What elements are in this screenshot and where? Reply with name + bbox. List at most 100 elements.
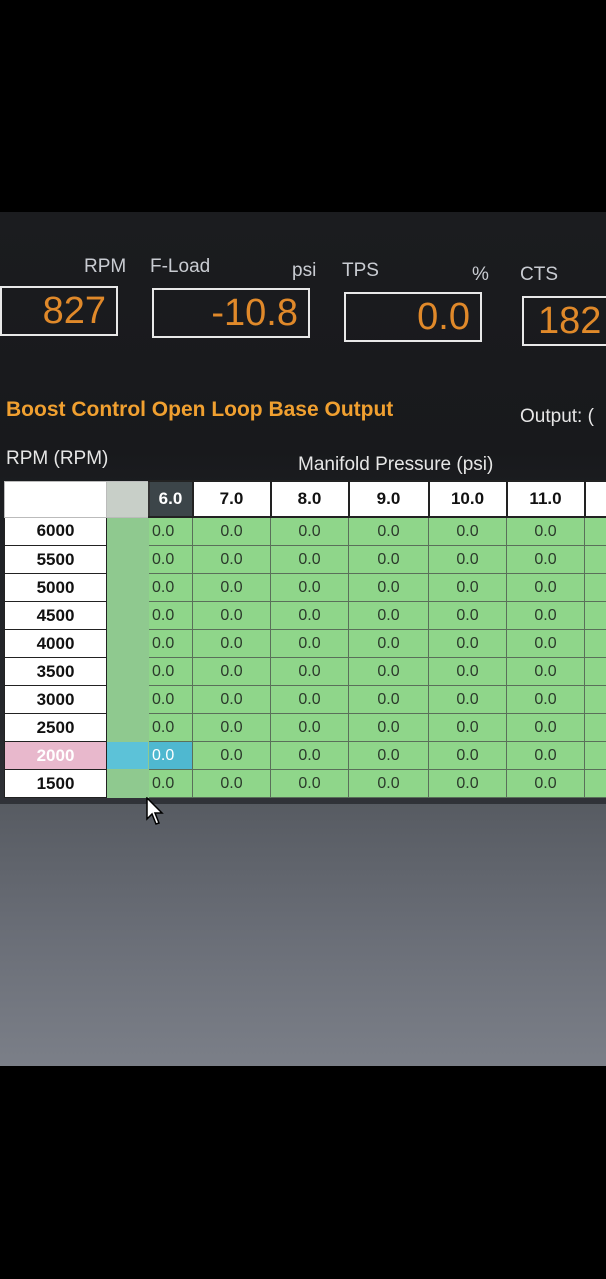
output-label: Output: (: [520, 406, 594, 427]
rpm-row-header[interactable]: 2500: [4, 713, 107, 742]
rpm-row-header[interactable]: 5500: [4, 545, 107, 574]
table-cell[interactable]: 0.0: [348, 769, 429, 798]
manifold-pressure-axis-label: Manifold Pressure (psi): [298, 454, 494, 475]
table-cell[interactable]: 0.0: [348, 629, 429, 658]
rpm-row-header[interactable]: 1500: [4, 769, 107, 798]
rpm-row-header[interactable]: 4500: [4, 601, 107, 630]
table-row: 4500 0.0 0.0 0.0 0.0 0.0 0.0: [4, 601, 606, 630]
col-header[interactable]: 10.0: [427, 480, 508, 518]
rpm-row-header[interactable]: 3500: [4, 657, 107, 686]
table-cell[interactable]: 0.0: [348, 545, 429, 574]
table-cell[interactable]: 0.0: [148, 601, 193, 630]
table-cell[interactable]: 0.0: [348, 573, 429, 602]
table-cell[interactable]: 0.0: [148, 629, 193, 658]
table-cell[interactable]: 0.0: [428, 573, 507, 602]
table-cell[interactable]: 0.0: [192, 629, 271, 658]
table-cell[interactable]: 0.0: [348, 741, 429, 770]
table-gutter-header: [106, 480, 149, 518]
table-cell[interactable]: 0.0: [270, 573, 349, 602]
table-cell[interactable]: 0.0: [270, 713, 349, 742]
cts-gauge: 182: [522, 296, 606, 346]
col-header[interactable]: 11.0: [505, 480, 586, 518]
table-cell[interactable]: 0.0: [270, 545, 349, 574]
table-cell-overflow: [584, 629, 606, 658]
table-cell[interactable]: 0.0: [428, 741, 507, 770]
table-cell[interactable]: 0.0: [428, 713, 507, 742]
table-cell[interactable]: 0.0: [148, 573, 193, 602]
row-gutter: [106, 769, 149, 798]
rpm-row-header[interactable]: 3000: [4, 685, 107, 714]
table-cell[interactable]: 0.0: [348, 713, 429, 742]
table-cell[interactable]: 0.0: [270, 629, 349, 658]
table-cell[interactable]: 0.0: [348, 657, 429, 686]
table-cell-overflow: [584, 601, 606, 630]
cts-gauge-label: CTS: [520, 264, 558, 285]
table-cell[interactable]: 0.0: [506, 769, 585, 798]
table-cell[interactable]: 0.0: [506, 629, 585, 658]
col-header[interactable]: 6.0: [147, 480, 194, 518]
table-cell[interactable]: 0.0: [348, 685, 429, 714]
table-cell[interactable]: 0.0: [148, 545, 193, 574]
table-cell[interactable]: 0.0: [192, 601, 271, 630]
tps-gauge-label: TPS: [342, 260, 379, 281]
table-cell[interactable]: 0.0: [192, 573, 271, 602]
row-gutter: [106, 657, 149, 686]
table-cell[interactable]: 0.0: [192, 516, 271, 546]
col-header[interactable]: 7.0: [191, 480, 272, 518]
table-cell[interactable]: 0.0: [348, 516, 429, 546]
table-cell[interactable]: 0.0: [506, 741, 585, 770]
table-cell[interactable]: 0.0: [348, 601, 429, 630]
table-cell-overflow: [584, 713, 606, 742]
table-cell[interactable]: 0.0: [428, 657, 507, 686]
col-header[interactable]: 8.0: [269, 480, 350, 518]
table-cell[interactable]: 0.0: [428, 685, 507, 714]
table-cell[interactable]: 0.0: [428, 769, 507, 798]
table-cell[interactable]: 0.0: [148, 769, 193, 798]
table-cell[interactable]: 0.0: [428, 601, 507, 630]
rpm-row-header[interactable]: 2000: [4, 741, 107, 770]
rpm-row-header[interactable]: 5000: [4, 573, 107, 602]
rpm-row-header[interactable]: 6000: [4, 516, 107, 546]
table-row: 5000 0.0 0.0 0.0 0.0 0.0 0.0: [4, 573, 606, 602]
table-cell[interactable]: 0.0: [270, 741, 349, 770]
fload-gauge: -10.8: [152, 288, 310, 338]
table-cell[interactable]: 0.0: [192, 741, 271, 770]
table-cell[interactable]: 0.0: [148, 685, 193, 714]
table-cell[interactable]: 0.0: [192, 769, 271, 798]
table-cell[interactable]: 0.0: [506, 545, 585, 574]
table-cell[interactable]: 0.0: [148, 741, 193, 770]
table-cell[interactable]: 0.0: [428, 516, 507, 546]
table-cell[interactable]: 0.0: [270, 601, 349, 630]
table-cell[interactable]: 0.0: [270, 769, 349, 798]
table-cell[interactable]: 0.0: [148, 657, 193, 686]
table-cell[interactable]: 0.0: [428, 629, 507, 658]
table-cell[interactable]: 0.0: [428, 545, 507, 574]
table-cell[interactable]: 0.0: [506, 657, 585, 686]
table-cell[interactable]: 0.0: [506, 516, 585, 546]
table-cell[interactable]: 0.0: [270, 657, 349, 686]
tps-gauge-unit: %: [472, 264, 489, 285]
table-cell[interactable]: 0.0: [148, 713, 193, 742]
table-cell[interactable]: 0.0: [270, 516, 349, 546]
tuning-software-screen: RPM 827 F-Load psi -10.8 TPS % 0.0 CTS 1…: [0, 212, 606, 1066]
table-cell[interactable]: 0.0: [192, 685, 271, 714]
col-header[interactable]: 9.0: [347, 480, 430, 518]
table-cell[interactable]: 0.0: [506, 601, 585, 630]
col-header-overflow: [583, 480, 606, 518]
fload-gauge-label: F-Load: [150, 256, 211, 277]
row-gutter: [106, 629, 149, 658]
table-cell-overflow: [584, 573, 606, 602]
table-cell[interactable]: 0.0: [506, 573, 585, 602]
table-cell[interactable]: 0.0: [270, 685, 349, 714]
rpm-row-header[interactable]: 4000: [4, 629, 107, 658]
table-row: 2500 0.0 0.0 0.0 0.0 0.0 0.0: [4, 713, 606, 742]
table-cell-overflow: [584, 685, 606, 714]
table-cell[interactable]: 0.0: [148, 516, 193, 546]
table-cell[interactable]: 0.0: [192, 713, 271, 742]
table-cell[interactable]: 0.0: [192, 545, 271, 574]
table-cell[interactable]: 0.0: [506, 713, 585, 742]
table-cell[interactable]: 0.0: [192, 657, 271, 686]
table-cell[interactable]: 0.0: [506, 685, 585, 714]
empty-workspace: [0, 804, 606, 1066]
table-row: 3500 0.0 0.0 0.0 0.0 0.0 0.0: [4, 657, 606, 686]
